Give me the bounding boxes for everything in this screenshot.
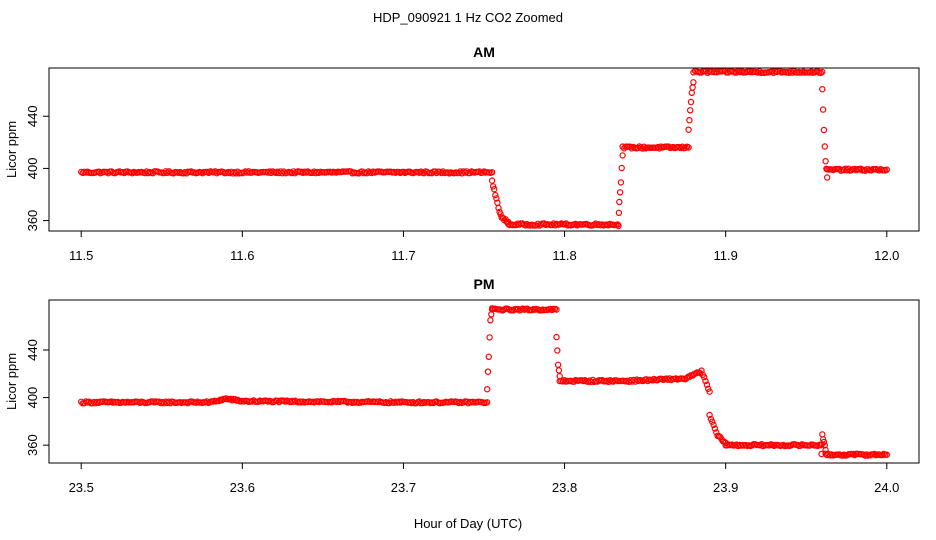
panel-1: PM Licor ppm 23.5 23.6 23.7 23.8 23.9 24.0 360 40… bbox=[4, 276, 920, 495]
data-point bbox=[616, 189, 624, 196]
data-point bbox=[488, 177, 496, 184]
data-point bbox=[819, 106, 827, 113]
data-point bbox=[689, 84, 696, 91]
y-tick-label: 360 bbox=[25, 210, 40, 232]
panel-title: AM bbox=[473, 44, 495, 60]
x-tick-label: 23.7 bbox=[391, 480, 416, 495]
chart-panels: AM Licor ppm 11.5 11.6 11.7 11.8 11.9 12.0 360 40… bbox=[4, 44, 920, 495]
data-point bbox=[547, 305, 554, 313]
panel-0: AM Licor ppm 11.5 11.6 11.7 11.8 11.9 12.0 360 40… bbox=[4, 44, 920, 263]
y-tick-label: 440 bbox=[25, 105, 40, 127]
plot-frame bbox=[48, 299, 920, 464]
data-point bbox=[698, 367, 705, 374]
data-point bbox=[618, 164, 625, 172]
x-tick-label: 23.9 bbox=[713, 480, 738, 495]
x-tick-label: 23.6 bbox=[230, 480, 255, 495]
data-point bbox=[484, 386, 491, 393]
y-tick-label: 400 bbox=[25, 158, 40, 180]
data-point bbox=[484, 368, 492, 375]
data-point bbox=[227, 395, 234, 402]
data-point bbox=[553, 333, 560, 341]
data-point bbox=[822, 157, 829, 165]
data-point bbox=[554, 361, 562, 368]
data-point bbox=[555, 367, 563, 374]
x-tick-label: 11.7 bbox=[391, 248, 415, 263]
data-point bbox=[484, 399, 491, 406]
y-tick-label: 360 bbox=[25, 434, 40, 456]
data-point bbox=[491, 185, 498, 193]
data-point bbox=[820, 126, 828, 134]
data-points bbox=[77, 67, 891, 230]
x-tick-label: 11.5 bbox=[69, 248, 93, 263]
data-point bbox=[711, 425, 719, 432]
data-point bbox=[228, 397, 236, 404]
data-point bbox=[819, 431, 826, 438]
figure-xlabel: Hour of Day (UTC) bbox=[414, 516, 522, 531]
data-point bbox=[701, 374, 708, 381]
data-point bbox=[703, 381, 711, 388]
y-tick-label: 400 bbox=[25, 387, 40, 409]
data-point bbox=[685, 144, 692, 151]
data-point bbox=[819, 85, 826, 93]
y-axis-label: Licor ppm bbox=[4, 121, 19, 178]
data-point bbox=[819, 68, 826, 76]
x-tick-label: 12.0 bbox=[874, 248, 899, 263]
data-point bbox=[702, 377, 709, 385]
x-tick-label: 11.6 bbox=[230, 248, 254, 263]
panel-title: PM bbox=[474, 276, 495, 292]
figure-title: HDP_090921 1 Hz CO2 Zoomed bbox=[373, 10, 563, 25]
data-point bbox=[486, 334, 493, 341]
data-point bbox=[488, 169, 496, 176]
data-point bbox=[487, 317, 494, 324]
y-tick-label: 440 bbox=[25, 339, 40, 361]
data-point bbox=[685, 126, 692, 133]
data-point bbox=[706, 388, 713, 395]
data-point bbox=[687, 107, 694, 114]
x-tick-label: 11.9 bbox=[713, 248, 737, 263]
data-point bbox=[617, 179, 625, 186]
data-point bbox=[615, 222, 622, 230]
x-tick-label: 23.8 bbox=[552, 480, 577, 495]
y-axis-label: Licor ppm bbox=[4, 353, 19, 410]
data-point bbox=[615, 209, 623, 216]
data-points bbox=[77, 305, 891, 459]
data-point bbox=[554, 347, 561, 354]
data-point bbox=[821, 143, 829, 150]
data-point bbox=[553, 306, 560, 313]
data-point bbox=[687, 98, 695, 106]
data-point bbox=[493, 195, 500, 202]
data-point bbox=[485, 353, 492, 360]
data-point bbox=[709, 418, 716, 425]
plot-frame bbox=[48, 67, 920, 232]
data-point bbox=[710, 421, 717, 429]
data-point bbox=[690, 79, 697, 86]
data-point bbox=[820, 438, 828, 446]
data-point bbox=[706, 411, 713, 419]
data-point bbox=[619, 152, 626, 159]
data-point bbox=[824, 174, 831, 181]
data-point bbox=[883, 166, 891, 173]
data-point bbox=[883, 451, 891, 458]
data-point bbox=[492, 191, 499, 199]
data-point bbox=[616, 198, 623, 206]
data-point bbox=[495, 204, 502, 212]
x-tick-label: 23.5 bbox=[69, 480, 94, 495]
x-tick-label: 11.8 bbox=[552, 248, 576, 263]
x-tick-label: 24.0 bbox=[874, 480, 899, 495]
data-point bbox=[688, 89, 696, 97]
data-point bbox=[686, 116, 693, 124]
